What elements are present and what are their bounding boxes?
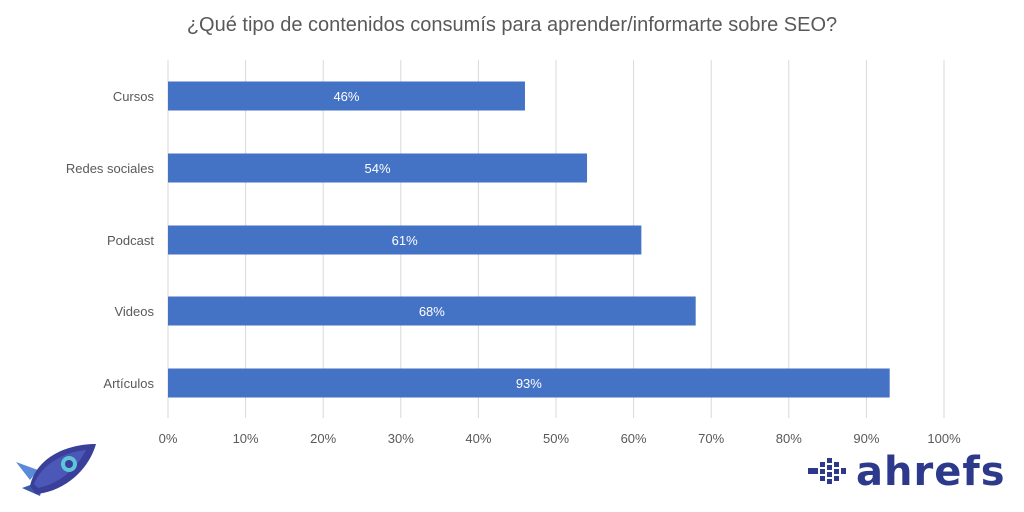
x-tick-label: 90%: [853, 431, 879, 446]
x-tick-label: 40%: [465, 431, 491, 446]
data-label: 68%: [419, 304, 445, 319]
data-label: 93%: [516, 376, 542, 391]
category-label: Videos: [114, 304, 154, 319]
x-tick-label: 70%: [698, 431, 724, 446]
ahrefs-logo: ahrefs: [808, 452, 1006, 492]
chart-title: ¿Qué tipo de contenidos consumís para ap…: [186, 14, 838, 36]
bar: [168, 296, 696, 326]
bars: [168, 81, 890, 398]
labels: 0% 10% 20% 30% 40% 50% 60% 70% 80% 90% 100% Cursos 4…: [66, 89, 961, 446]
data-label: 46%: [333, 89, 359, 104]
x-tick-label: 10%: [233, 431, 259, 446]
x-tick-label: 20%: [310, 431, 336, 446]
x-tick-label: 80%: [776, 431, 802, 446]
x-tick-label: 0%: [159, 431, 178, 446]
x-tick-label: 30%: [388, 431, 414, 446]
data-label: 61%: [392, 233, 418, 248]
bar: [168, 153, 588, 183]
brand-name: ahrefs: [856, 449, 1006, 495]
bar: [168, 81, 525, 111]
bar: [168, 368, 890, 398]
x-tick-label: 50%: [543, 431, 569, 446]
category-label: Artículos: [103, 376, 154, 391]
bar: [168, 225, 642, 255]
x-tick-label: 100%: [927, 431, 961, 446]
category-label: Cursos: [113, 89, 155, 104]
category-label: Redes sociales: [66, 161, 155, 176]
data-label: 54%: [365, 161, 391, 176]
x-tick-label: 60%: [621, 431, 647, 446]
category-label: Podcast: [107, 233, 154, 248]
ahrefs-logo-icon: [808, 458, 846, 484]
rocket-icon: [14, 440, 98, 505]
